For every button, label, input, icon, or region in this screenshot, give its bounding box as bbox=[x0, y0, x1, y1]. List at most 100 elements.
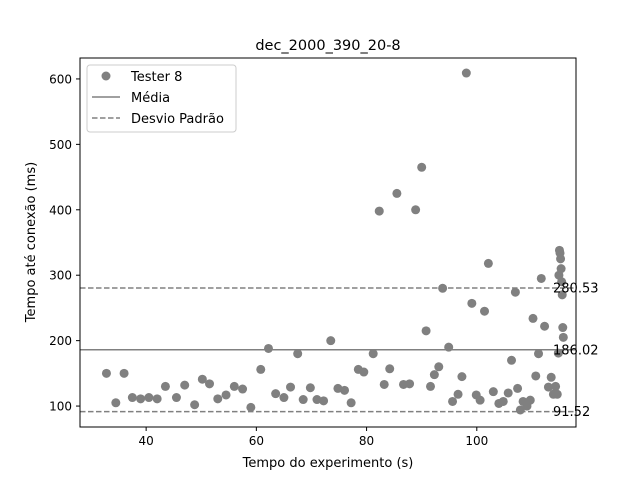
data-point bbox=[515, 405, 525, 415]
data-point bbox=[507, 355, 517, 365]
data-point bbox=[551, 381, 561, 391]
data-point bbox=[374, 206, 384, 216]
data-point bbox=[557, 277, 567, 287]
x-tick-label: 40 bbox=[138, 434, 153, 448]
data-point bbox=[453, 389, 463, 399]
chart-title: dec_2000_390_20-8 bbox=[255, 38, 400, 54]
data-point bbox=[221, 390, 231, 400]
data-point bbox=[246, 402, 256, 412]
y-axis-label: Tempo até conexão (ms) bbox=[24, 162, 39, 323]
plot-area-frame bbox=[79, 57, 577, 428]
legend-label-mean: Média bbox=[131, 91, 170, 106]
lower-std-annotation: 91.52 bbox=[553, 405, 590, 420]
data-point bbox=[536, 273, 546, 283]
data-point bbox=[421, 326, 431, 336]
data-point bbox=[558, 332, 568, 342]
data-point bbox=[543, 382, 553, 392]
data-point bbox=[111, 398, 121, 408]
data-point bbox=[558, 323, 568, 333]
data-point bbox=[556, 254, 566, 264]
data-point bbox=[238, 384, 248, 394]
data-point bbox=[405, 379, 415, 389]
y-tick-label: 500 bbox=[49, 138, 72, 152]
legend: Tester 8 Média Desvio Padrão bbox=[86, 64, 237, 133]
x-tick-label: 60 bbox=[249, 434, 264, 448]
data-point bbox=[553, 348, 563, 358]
data-point bbox=[534, 349, 544, 359]
x-tick-label: 80 bbox=[359, 434, 374, 448]
data-point bbox=[429, 370, 439, 380]
data-point bbox=[513, 383, 523, 393]
legend-label-tester: Tester 8 bbox=[130, 70, 182, 85]
y-tick-label: 200 bbox=[49, 334, 72, 348]
data-point bbox=[483, 258, 493, 268]
data-point bbox=[457, 372, 467, 382]
data-point bbox=[205, 379, 215, 389]
y-tick-label: 600 bbox=[49, 72, 72, 86]
data-point bbox=[171, 393, 181, 403]
data-point bbox=[498, 396, 508, 406]
data-point bbox=[525, 395, 535, 405]
x-tick-label: 100 bbox=[465, 434, 488, 448]
data-point bbox=[101, 368, 111, 378]
data-point bbox=[552, 389, 562, 399]
data-point bbox=[152, 394, 162, 404]
data-point bbox=[305, 383, 315, 393]
data-point bbox=[213, 394, 223, 404]
data-point bbox=[434, 362, 444, 372]
data-point bbox=[340, 385, 350, 395]
legend-box bbox=[86, 64, 237, 133]
data-point bbox=[229, 381, 239, 391]
data-point bbox=[279, 393, 289, 403]
data-point bbox=[293, 349, 303, 359]
data-point bbox=[475, 395, 485, 405]
data-point bbox=[448, 396, 458, 406]
data-point bbox=[540, 321, 550, 331]
data-point bbox=[256, 364, 266, 374]
data-point bbox=[546, 372, 556, 382]
y-tick-label: 300 bbox=[49, 269, 72, 283]
data-point bbox=[557, 290, 567, 300]
data-point bbox=[444, 342, 454, 352]
legend-marker-icon bbox=[101, 71, 111, 81]
data-point bbox=[286, 382, 296, 392]
data-point bbox=[190, 400, 200, 410]
data-point bbox=[438, 283, 448, 293]
data-point bbox=[392, 188, 402, 198]
data-point bbox=[461, 68, 471, 78]
data-point bbox=[480, 306, 490, 316]
data-point bbox=[319, 396, 329, 406]
data-point bbox=[160, 381, 170, 391]
data-point bbox=[503, 388, 513, 398]
data-point bbox=[136, 394, 146, 404]
data-point bbox=[263, 343, 273, 353]
data-point bbox=[197, 374, 207, 384]
y-tick-label: 100 bbox=[49, 400, 72, 414]
data-point bbox=[379, 379, 389, 389]
x-axis-label: Tempo do experimento (s) bbox=[242, 456, 414, 471]
data-point bbox=[298, 395, 308, 405]
data-point bbox=[119, 368, 129, 378]
data-point bbox=[180, 380, 190, 390]
data-point bbox=[144, 393, 154, 403]
data-point bbox=[359, 367, 369, 377]
data-point bbox=[271, 389, 281, 399]
data-point bbox=[556, 264, 566, 274]
legend-label-std: Desvio Padrão bbox=[131, 112, 224, 127]
data-point bbox=[467, 298, 477, 308]
data-point bbox=[510, 287, 520, 297]
data-point bbox=[528, 313, 538, 323]
data-point bbox=[488, 387, 498, 397]
data-point bbox=[417, 162, 427, 172]
data-point bbox=[326, 336, 336, 346]
data-point bbox=[127, 393, 137, 403]
data-point bbox=[426, 381, 436, 391]
data-point bbox=[385, 364, 395, 374]
data-point bbox=[368, 349, 378, 359]
data-point bbox=[346, 398, 356, 408]
data-point bbox=[411, 205, 421, 215]
data-point bbox=[531, 371, 541, 381]
y-tick-label: 400 bbox=[49, 203, 72, 217]
